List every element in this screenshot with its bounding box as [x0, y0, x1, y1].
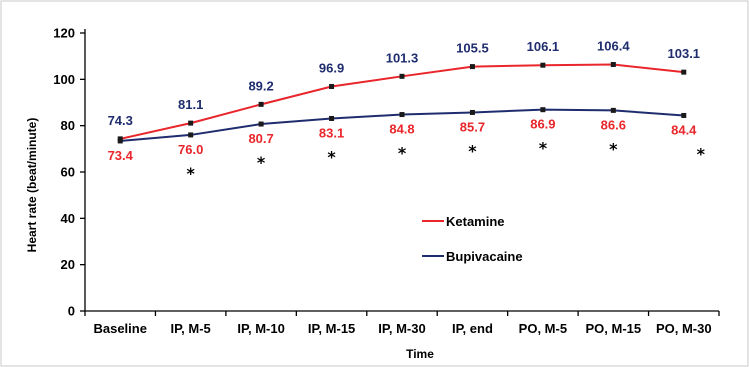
y-tick-label: 100	[53, 72, 75, 87]
x-axis-title: Time	[406, 347, 434, 361]
data-label-bupivacaine: 83.1	[319, 125, 344, 140]
significance-marker: *	[609, 139, 618, 158]
data-label-bupivacaine: 76.0	[178, 142, 203, 157]
data-point-ketamine	[610, 62, 616, 68]
data-point-ketamine	[399, 73, 405, 79]
data-point-bupivacaine	[469, 109, 475, 115]
data-point-bupivacaine	[610, 107, 616, 113]
y-tick-label: 60	[61, 165, 75, 180]
data-point-bupivacaine	[329, 115, 335, 121]
data-label-ketamine: 81.1	[178, 97, 203, 112]
data-point-ketamine	[540, 62, 546, 68]
data-point-bupivacaine	[117, 138, 123, 144]
data-label-ketamine: 106.4	[597, 39, 630, 54]
data-point-ketamine	[469, 64, 475, 70]
y-tick-label: 20	[61, 257, 75, 272]
data-point-bupivacaine	[681, 112, 687, 118]
x-tick-label: IP, end	[452, 321, 493, 336]
data-point-bupivacaine	[399, 112, 405, 118]
significance-markers: * * * * * * * *	[186, 139, 705, 183]
significance-marker: *	[398, 144, 407, 163]
data-label-bupivacaine: 86.6	[601, 117, 626, 132]
significance-marker: *	[327, 147, 336, 166]
data-label-ketamine: 103.1	[668, 46, 701, 61]
axes: 0 20 40 60 80 100 120 Baseline IP, M-5 IP, M-10 IP…	[53, 26, 720, 336]
data-label-ketamine: 105.5	[456, 41, 489, 56]
x-tick-label: IP, M-5	[171, 321, 211, 336]
data-label-bupivacaine: 73.4	[108, 148, 134, 163]
legend-label-ketamine: Ketamine	[446, 214, 505, 229]
data-label-bupivacaine: 80.7	[248, 131, 273, 146]
series-layer	[117, 62, 687, 144]
x-tick-label: Baseline	[93, 321, 146, 336]
x-tick-label: PO, M-15	[586, 321, 642, 336]
x-tick-label: PO, M-30	[656, 321, 712, 336]
y-tick-label: 120	[53, 26, 75, 41]
data-labels: 74.3 81.1 89.2 96.9 101.3 105.5 106.1 106.4 103.…	[108, 39, 700, 163]
x-tick-label: IP, M-10	[237, 321, 284, 336]
y-tick-label: 80	[61, 118, 75, 133]
data-point-ketamine	[329, 84, 335, 90]
significance-marker: *	[186, 164, 195, 183]
significance-marker: *	[539, 139, 548, 158]
data-point-ketamine	[681, 69, 687, 75]
legend: Ketamine Bupivacaine	[422, 214, 523, 264]
data-point-bupivacaine	[188, 132, 194, 138]
y-tick-label: 40	[61, 211, 75, 226]
data-label-ketamine: 101.3	[386, 50, 419, 65]
x-tick-label: IP, M-15	[308, 321, 355, 336]
significance-marker: *	[468, 141, 477, 160]
legend-label-bupivacaine: Bupivacaine	[446, 249, 523, 264]
data-point-ketamine	[258, 101, 264, 107]
data-label-bupivacaine: 86.9	[530, 117, 555, 132]
data-point-bupivacaine	[540, 107, 546, 113]
y-axis-title: Heart rate (beat/minute)	[25, 118, 39, 253]
data-label-ketamine: 96.9	[319, 61, 344, 76]
x-tick-label: PO, M-5	[519, 321, 567, 336]
data-point-ketamine	[188, 120, 194, 126]
significance-marker: *	[257, 153, 266, 172]
data-label-ketamine: 74.3	[108, 113, 133, 128]
data-label-bupivacaine: 85.7	[460, 119, 485, 134]
x-tick-label: IP, M-30	[378, 321, 425, 336]
data-label-bupivacaine: 84.4	[671, 122, 697, 137]
data-point-bupivacaine	[258, 121, 264, 127]
data-label-ketamine: 106.1	[527, 39, 560, 54]
y-tick-label: 0	[68, 304, 75, 319]
data-label-bupivacaine: 84.8	[389, 122, 414, 137]
significance-marker: *	[697, 144, 706, 163]
data-label-ketamine: 89.2	[248, 78, 273, 93]
